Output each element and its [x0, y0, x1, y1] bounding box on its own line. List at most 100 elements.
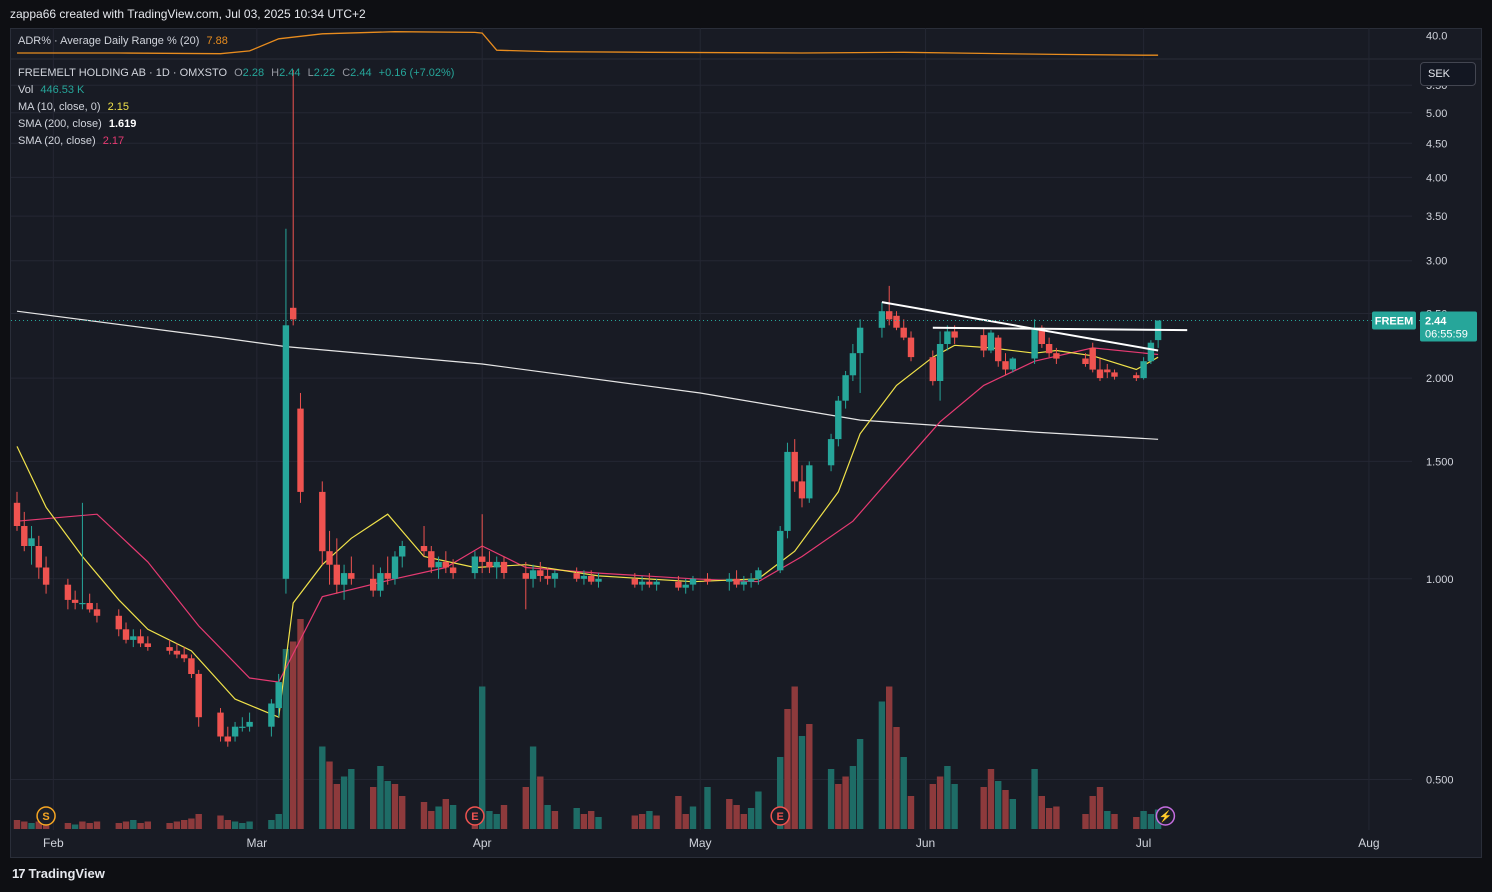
candle-body	[130, 636, 137, 640]
candle-body	[1009, 358, 1016, 370]
candle-body	[631, 578, 638, 585]
candle-body	[929, 357, 936, 382]
candle-body	[595, 578, 602, 582]
adr-axis-label: 40.0	[1426, 30, 1447, 42]
candle-body	[268, 703, 275, 727]
volume-bar	[493, 814, 500, 829]
volume-bar	[995, 781, 1002, 829]
candle-body	[878, 311, 886, 328]
open-value: 2.28	[242, 67, 265, 79]
volume-bar	[595, 817, 602, 829]
candle-body	[827, 439, 835, 466]
candle-body	[791, 451, 798, 482]
chart-frame	[10, 28, 1482, 858]
volume-bar	[878, 701, 886, 829]
tradingview-logo-icon: 17	[12, 866, 26, 881]
candle-body	[980, 335, 987, 351]
candle-body	[1140, 361, 1147, 379]
adr-line	[17, 31, 1159, 56]
candle-body	[500, 561, 508, 573]
candle-body	[188, 658, 195, 674]
volume-bar	[1082, 814, 1089, 829]
candle-body	[551, 573, 559, 579]
volume-bar	[319, 746, 326, 829]
candle-body	[856, 327, 864, 354]
volume-bar	[173, 821, 181, 829]
volume-bar	[646, 811, 653, 829]
volume-bar	[326, 761, 333, 829]
y-tick-label: 1.500	[1426, 456, 1454, 468]
candle-body	[79, 603, 86, 605]
bottom-bar	[0, 862, 1492, 892]
event-lightning-icon-letter: ⚡	[1159, 810, 1173, 823]
candle-body	[122, 629, 130, 640]
candle-body	[370, 578, 377, 591]
candle-body	[86, 603, 93, 610]
volume-bar	[442, 799, 449, 829]
event-lightning-icon[interactable]: ⚡	[1155, 806, 1176, 826]
high-label: H	[271, 67, 280, 79]
candle-body	[486, 561, 493, 568]
candle-body	[13, 502, 21, 526]
candle-body	[435, 561, 442, 568]
candle-body	[326, 551, 333, 565]
volume-bar	[391, 784, 399, 829]
candle-body	[1031, 327, 1038, 359]
volume-bar	[420, 802, 428, 829]
volume-bar	[827, 769, 835, 829]
volume-bar	[217, 815, 224, 829]
candle-body	[653, 581, 660, 585]
volume-bar	[1133, 817, 1140, 829]
earnings-marker-icon[interactable]: E	[465, 806, 485, 826]
symbol-name: FREEMELT HOLDING AB · 1D · OMXSTO	[18, 67, 228, 79]
volume-bar	[1038, 796, 1045, 829]
volume-bar	[268, 820, 275, 829]
candle-body	[231, 726, 239, 737]
candle-body	[1002, 361, 1009, 370]
volume-bar	[333, 784, 340, 829]
ticker-tag-bg	[1372, 311, 1416, 330]
tradingview-brand-text: TradingView	[28, 866, 105, 881]
volume-bar	[399, 796, 406, 829]
volume-bar	[166, 823, 173, 829]
volume-bar	[806, 724, 813, 829]
volume-bar	[1104, 811, 1111, 829]
candle-body	[733, 578, 740, 585]
volume-bar	[588, 811, 595, 829]
candle-body	[1111, 372, 1118, 377]
volume-bar	[130, 820, 137, 829]
price-tag-bg	[1420, 311, 1477, 342]
candle-body	[689, 578, 697, 585]
volume-bar	[239, 823, 246, 829]
candle-body	[224, 736, 231, 742]
candle-body	[1082, 358, 1089, 364]
volume-bar	[449, 805, 457, 829]
price-tag-countdown: 06:55:59	[1425, 329, 1468, 341]
volume-bar	[1147, 814, 1155, 829]
sma20-value: 2.17	[102, 135, 125, 147]
volume-bar	[544, 805, 551, 829]
volume-bar	[71, 824, 79, 829]
volume-bar	[529, 746, 537, 829]
volume-bar	[1111, 814, 1118, 829]
candle-body	[529, 570, 537, 579]
volume-bar	[726, 799, 733, 829]
candle-body	[1096, 369, 1104, 379]
candle-body	[893, 315, 900, 328]
candle-body	[588, 575, 595, 582]
earnings-marker-icon[interactable]: E	[770, 806, 790, 826]
candle-body	[798, 481, 806, 499]
tradingview-logo[interactable]: 17 TradingView	[12, 866, 105, 881]
candle-body	[64, 584, 72, 600]
y-tick-label: 4.00	[1426, 172, 1447, 184]
currency-button[interactable]: SEK	[1420, 62, 1476, 86]
candle-body	[71, 599, 79, 603]
earnings-marker-icon-letter: E	[471, 811, 478, 823]
split-marker-icon[interactable]: S	[36, 806, 56, 826]
volume-bar	[64, 823, 72, 829]
x-tick-label: Jun	[916, 836, 935, 850]
candle-body	[166, 647, 173, 651]
candle-body	[900, 327, 907, 338]
candle-body	[399, 546, 406, 557]
